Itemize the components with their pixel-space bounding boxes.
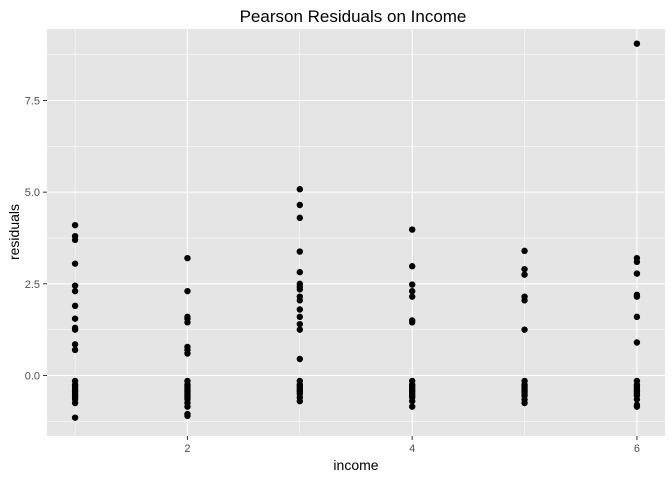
data-point: [296, 268, 304, 276]
data-point: [408, 293, 416, 300]
data-point: [521, 399, 528, 407]
data-point: [633, 339, 641, 346]
y-axis-title: residuals: [6, 204, 22, 260]
data-point: [296, 214, 304, 222]
data-point: [408, 226, 416, 233]
data-point: [71, 414, 79, 421]
data-point: [296, 355, 304, 363]
data-point: [296, 326, 304, 333]
data-point: [296, 248, 304, 255]
data-points: [71, 40, 641, 421]
data-point: [633, 313, 641, 321]
data-point: [408, 281, 416, 288]
data-point: [296, 201, 304, 209]
data-point: [408, 287, 416, 295]
data-point: [71, 315, 79, 322]
data-point: [521, 271, 528, 278]
data-point: [633, 403, 641, 410]
data-point: [633, 258, 641, 266]
data-point: [71, 346, 79, 354]
x-tick-label: 2: [184, 443, 190, 455]
data-point: [71, 260, 79, 267]
data-point: [408, 263, 416, 270]
data-point: [184, 287, 191, 295]
data-point: [184, 412, 191, 420]
y-tick-label: 7.5: [25, 96, 40, 108]
data-point: [296, 306, 304, 313]
data-point: [71, 236, 79, 244]
data-point: [71, 399, 79, 407]
data-point: [71, 221, 79, 229]
data-point: [71, 287, 79, 295]
data-point: [296, 297, 304, 304]
data-point: [633, 293, 641, 300]
data-point: [71, 326, 79, 333]
data-point: [408, 397, 416, 405]
data-point: [296, 186, 304, 193]
data-point: [521, 247, 528, 255]
data-point: [184, 254, 191, 262]
data-point: [296, 397, 304, 405]
data-point: [296, 286, 304, 293]
data-point: [633, 270, 641, 277]
y-tick-label: 0.0: [25, 371, 40, 383]
x-tick-label: 6: [634, 443, 640, 455]
data-point: [184, 350, 191, 357]
x-tick-label: 4: [409, 443, 415, 455]
data-point: [296, 313, 304, 321]
data-point: [71, 341, 79, 348]
chart-title: Pearson Residuals on Income: [240, 7, 467, 26]
data-point: [71, 302, 79, 310]
data-point: [521, 297, 528, 304]
data-point: [633, 40, 641, 47]
axis-ticks: 2 4 6 0.0 2.5 5.0 7.5: [25, 96, 640, 456]
data-point: [184, 403, 191, 410]
y-tick-label: 2.5: [25, 279, 40, 291]
plot-panel: [47, 29, 665, 436]
data-point: [521, 265, 528, 273]
data-point: [633, 396, 641, 403]
data-point: [296, 320, 304, 328]
data-point: [184, 319, 191, 326]
x-axis-title: income: [333, 457, 378, 473]
data-point: [408, 319, 416, 326]
data-point: [521, 326, 528, 333]
data-point: [408, 403, 416, 410]
data-point: [71, 282, 79, 289]
y-tick-label: 5.0: [25, 187, 40, 199]
